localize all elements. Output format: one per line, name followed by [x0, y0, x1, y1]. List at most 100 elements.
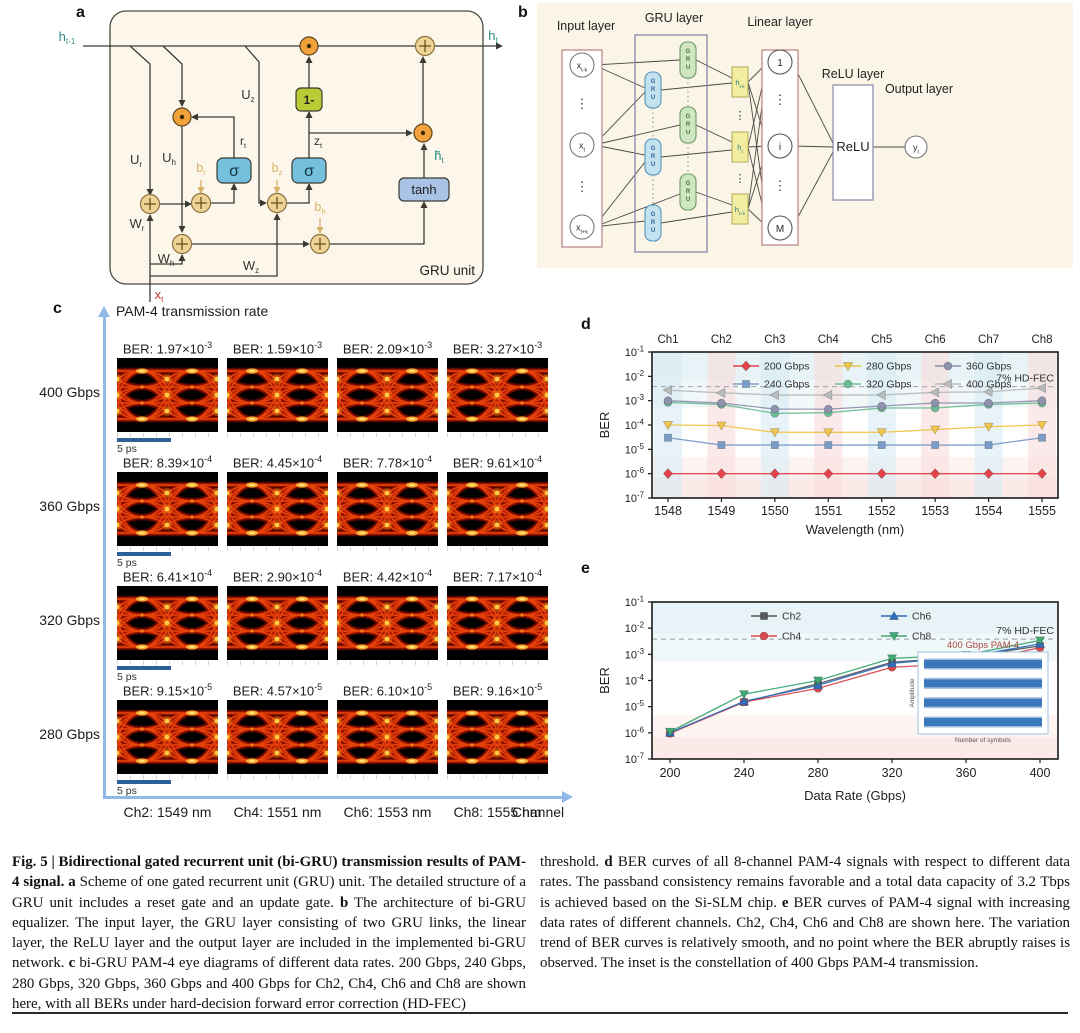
panel-a-label: a	[76, 4, 85, 21]
svg-text:Uh: Uh	[162, 150, 176, 167]
svg-text:400: 400	[1030, 766, 1051, 780]
panel-c-x-axis-title: Channel	[512, 804, 565, 820]
eye-tick-strip	[337, 547, 438, 551]
eye-tick-strip	[447, 661, 548, 665]
svg-text:bz: bz	[272, 161, 283, 177]
eye-diagram	[227, 700, 328, 774]
svg-text:280: 280	[808, 766, 829, 780]
panel-e-label: e	[581, 560, 590, 577]
svg-text:Data Rate (Gbps): Data Rate (Gbps)	[804, 788, 906, 803]
svg-text:1: 1	[777, 58, 783, 69]
svg-text:GRU: GRU	[651, 79, 656, 101]
svg-text:ht-1: ht-1	[59, 29, 76, 46]
svg-text:200 Gbps: 200 Gbps	[764, 361, 810, 373]
ber-value-label: BER: 4.42×10-4	[342, 568, 433, 585]
svg-text:10-2: 10-2	[625, 369, 644, 384]
eye-diagram	[337, 700, 438, 774]
svg-text:1551: 1551	[814, 504, 842, 518]
ber-vs-datarate-chart: 7% HD-FEC 10-1 10-2 10-3 10-4 10-5 10-6 10-7 200…	[597, 595, 1059, 803]
ber-value-label: BER: 7.78×10-4	[342, 454, 433, 471]
eye-diagram	[117, 586, 218, 660]
svg-text:1548: 1548	[654, 504, 682, 518]
scale-bar-label: 5 ps	[117, 557, 137, 569]
svg-text:10-5: 10-5	[625, 442, 645, 457]
svg-text:Wr: Wr	[130, 216, 145, 233]
panel-d-label: d	[581, 316, 591, 333]
eye-diagram	[447, 586, 548, 660]
svg-text:240: 240	[734, 766, 755, 780]
svg-text:σ: σ	[229, 163, 239, 180]
svg-text:⋮: ⋮	[735, 110, 746, 122]
eye-diagram	[447, 358, 548, 432]
svg-text:360: 360	[956, 766, 977, 780]
svg-text:GRU: GRU	[686, 114, 691, 136]
bigru-architecture-diagram: ReLU xt-k xt xt+k ⋮ ⋮ G R U G R U G R U G R U G R U G R U ht-k ht…	[537, 3, 1073, 268]
svg-text:Ch4: Ch4	[782, 631, 801, 643]
svg-text:Ch4: Ch4	[818, 334, 840, 346]
ber-vs-wavelength-chart: Ch1 Ch2 Ch3 Ch4 Ch5 Ch6 Ch7 Ch8 7% HD-FEC 10-1 10-…	[597, 334, 1059, 537]
eye-diagram	[227, 358, 328, 432]
scale-bar-label: 5 ps	[117, 671, 137, 683]
svg-text:7% HD-FEC: 7% HD-FEC	[996, 625, 1054, 637]
svg-text:Input layer: Input layer	[557, 19, 615, 33]
svg-text:Ch2: Ch2	[711, 334, 732, 346]
svg-text:Linear layer: Linear layer	[747, 15, 812, 29]
eye-tick-strip	[117, 775, 218, 779]
ber-value-label: BER: 9.61×10-4	[452, 454, 543, 471]
svg-text:ReLU layer: ReLU layer	[822, 67, 885, 81]
svg-text:Output layer: Output layer	[885, 82, 953, 96]
svg-text:GRU: GRU	[686, 181, 691, 203]
svg-text:7% HD-FEC: 7% HD-FEC	[996, 373, 1054, 385]
eye-diagram	[227, 586, 328, 660]
eye-diagram	[117, 700, 218, 774]
scale-bar	[117, 552, 171, 556]
svg-text:GRU: GRU	[686, 49, 691, 71]
svg-text:ht+k: ht+k	[735, 205, 746, 216]
caption-left-column: Fig. 5 | Bidirectional gated recurrent u…	[12, 854, 526, 1012]
svg-text:br: br	[196, 161, 206, 177]
svg-text:Ch1: Ch1	[657, 334, 678, 346]
svg-text:Amplitude: Amplitude	[909, 678, 916, 707]
svg-text:Ch7: Ch7	[978, 334, 999, 346]
svg-text:1554: 1554	[975, 504, 1003, 518]
svg-text:10-5: 10-5	[625, 699, 645, 714]
svg-text:1550: 1550	[761, 504, 789, 518]
svg-text:1552: 1552	[868, 504, 896, 518]
ber-value-label: BER: 1.59×10-3	[232, 340, 323, 357]
ber-value-label: BER: 9.15×10-5	[122, 682, 213, 699]
svg-text:Number of symbols: Number of symbols	[955, 737, 1012, 744]
panel-c-y-axis-arrow	[98, 306, 110, 317]
svg-text:10-6: 10-6	[625, 725, 645, 740]
svg-text:400 Gbps: 400 Gbps	[966, 379, 1012, 391]
panel-c-y-axis	[103, 316, 106, 796]
svg-text:⋮: ⋮	[774, 178, 787, 193]
svg-text:BER: BER	[597, 667, 612, 694]
svg-text:10-4: 10-4	[625, 418, 645, 433]
rate-label: 320 Gbps	[39, 612, 100, 628]
panel-c-label: c	[53, 300, 62, 317]
ber-value-label: BER: 6.10×10-5	[342, 682, 433, 699]
eye-tick-strip	[227, 775, 328, 779]
svg-text:Ur: Ur	[130, 152, 142, 169]
eye-diagram	[227, 472, 328, 546]
eye-tick-strip	[337, 661, 438, 665]
eye-tick-strip	[447, 547, 548, 551]
svg-text:yt: yt	[913, 143, 920, 156]
svg-text:1553: 1553	[921, 504, 949, 518]
ber-value-label: BER: 3.27×10-3	[452, 340, 543, 357]
eye-diagram	[117, 472, 218, 546]
svg-text:Wh: Wh	[158, 251, 175, 268]
svg-text:320 Gbps: 320 Gbps	[866, 379, 912, 391]
panel-c-x-axis	[103, 796, 563, 799]
svg-text:10-2: 10-2	[625, 621, 644, 636]
eye-tick-strip	[117, 433, 218, 437]
svg-text:ht: ht	[737, 143, 743, 154]
eye-diagram	[337, 586, 438, 660]
svg-text:Wz: Wz	[243, 258, 259, 275]
svg-text:xt: xt	[579, 141, 586, 154]
ber-value-label: BER: 4.57×10-5	[232, 682, 323, 699]
svg-text:σ: σ	[304, 163, 314, 180]
channel-column-label: Ch4: 1551 nm	[233, 804, 322, 820]
svg-text:xt-k: xt-k	[577, 61, 588, 74]
svg-text:400 Gbps PAM-4: 400 Gbps PAM-4	[947, 640, 1019, 651]
